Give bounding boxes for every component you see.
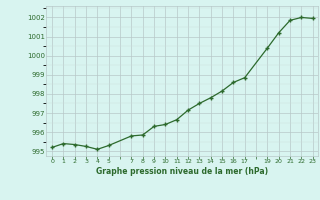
X-axis label: Graphe pression niveau de la mer (hPa): Graphe pression niveau de la mer (hPa) xyxy=(96,167,268,176)
